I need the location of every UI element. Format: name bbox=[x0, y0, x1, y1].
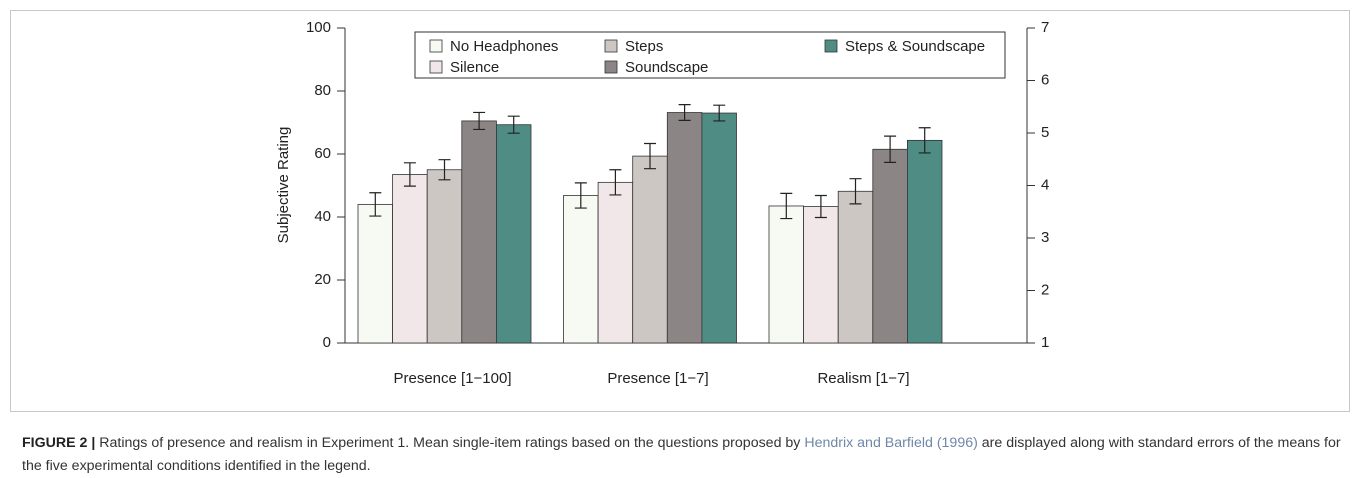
y-tick-label: 0 bbox=[323, 334, 331, 351]
error-bar bbox=[780, 192, 793, 220]
legend-label: Silence bbox=[450, 59, 499, 76]
caption-text: are displayed along with standard errors… bbox=[22, 435, 1341, 474]
caption: FIGURE 2 | Ratings of presence and reali… bbox=[22, 432, 1342, 478]
legend-swatch bbox=[604, 60, 618, 74]
y-tick-label: 100 bbox=[306, 19, 331, 36]
error-bar bbox=[574, 182, 587, 209]
bar bbox=[426, 169, 463, 344]
error-bar bbox=[814, 194, 827, 219]
bar bbox=[495, 124, 532, 344]
bar bbox=[597, 181, 634, 344]
error-bar bbox=[884, 135, 897, 163]
error-bar bbox=[473, 111, 486, 131]
bar bbox=[701, 112, 737, 344]
caption-label: FIGURE 2 | bbox=[22, 435, 96, 451]
error-bar bbox=[678, 104, 691, 121]
figure-frame bbox=[10, 10, 1350, 412]
legend-swatch bbox=[824, 39, 838, 53]
bar bbox=[632, 155, 668, 344]
legend-label: Steps & Soundscape bbox=[845, 38, 985, 55]
error-bar bbox=[369, 192, 382, 217]
bar bbox=[357, 203, 393, 344]
y2-tick-label: 1 bbox=[1041, 334, 1049, 351]
legend-swatch bbox=[604, 39, 618, 53]
legend-swatch bbox=[429, 60, 443, 74]
error-bar bbox=[849, 178, 862, 205]
error-bar bbox=[507, 115, 520, 134]
y-tick-label: 80 bbox=[314, 82, 331, 99]
legend-box bbox=[414, 31, 1006, 79]
legend-label: Soundscape bbox=[625, 59, 708, 76]
legend-swatch bbox=[429, 39, 443, 53]
citation: Hendrix and Barfield (1996) bbox=[804, 435, 978, 451]
bar bbox=[907, 139, 943, 344]
bar bbox=[666, 112, 703, 344]
bar bbox=[768, 205, 804, 344]
legend-label: Steps bbox=[625, 38, 663, 55]
y-tick-label: 60 bbox=[314, 145, 331, 162]
legend-label: No Headphones bbox=[450, 38, 558, 55]
bar bbox=[872, 148, 908, 344]
y-axis-label: Subjective Rating bbox=[275, 127, 292, 244]
bar bbox=[803, 206, 839, 344]
error-bar bbox=[918, 127, 931, 154]
error-bar bbox=[438, 159, 451, 181]
y2-tick-label: 5 bbox=[1041, 124, 1049, 141]
error-bar bbox=[713, 104, 726, 122]
y2-tick-label: 3 bbox=[1041, 229, 1049, 246]
error-bar bbox=[644, 142, 656, 170]
y2-tick-label: 2 bbox=[1041, 281, 1049, 298]
x-tick-label: Presence [1−100] bbox=[393, 370, 511, 387]
error-bar bbox=[609, 169, 622, 196]
y-tick-label: 20 bbox=[314, 271, 331, 288]
error-bar bbox=[403, 162, 416, 187]
y2-tick-label: 6 bbox=[1041, 71, 1049, 88]
bar bbox=[461, 120, 497, 344]
x-tick-label: Realism [1−7] bbox=[817, 370, 909, 387]
chart: Subjective Rating 0 20 40 60 80 100 1 2 3 4 5 6 7 Pre… bbox=[275, 19, 1049, 387]
bar bbox=[392, 174, 428, 344]
bar bbox=[563, 195, 599, 344]
y2-tick-label: 7 bbox=[1041, 19, 1049, 36]
y-tick-label: 40 bbox=[314, 208, 331, 225]
caption-text: Ratings of presence and realism in Exper… bbox=[95, 435, 805, 451]
x-tick-label: Presence [1−7] bbox=[607, 370, 708, 387]
bar bbox=[837, 190, 874, 344]
y2-tick-label: 4 bbox=[1041, 176, 1049, 193]
